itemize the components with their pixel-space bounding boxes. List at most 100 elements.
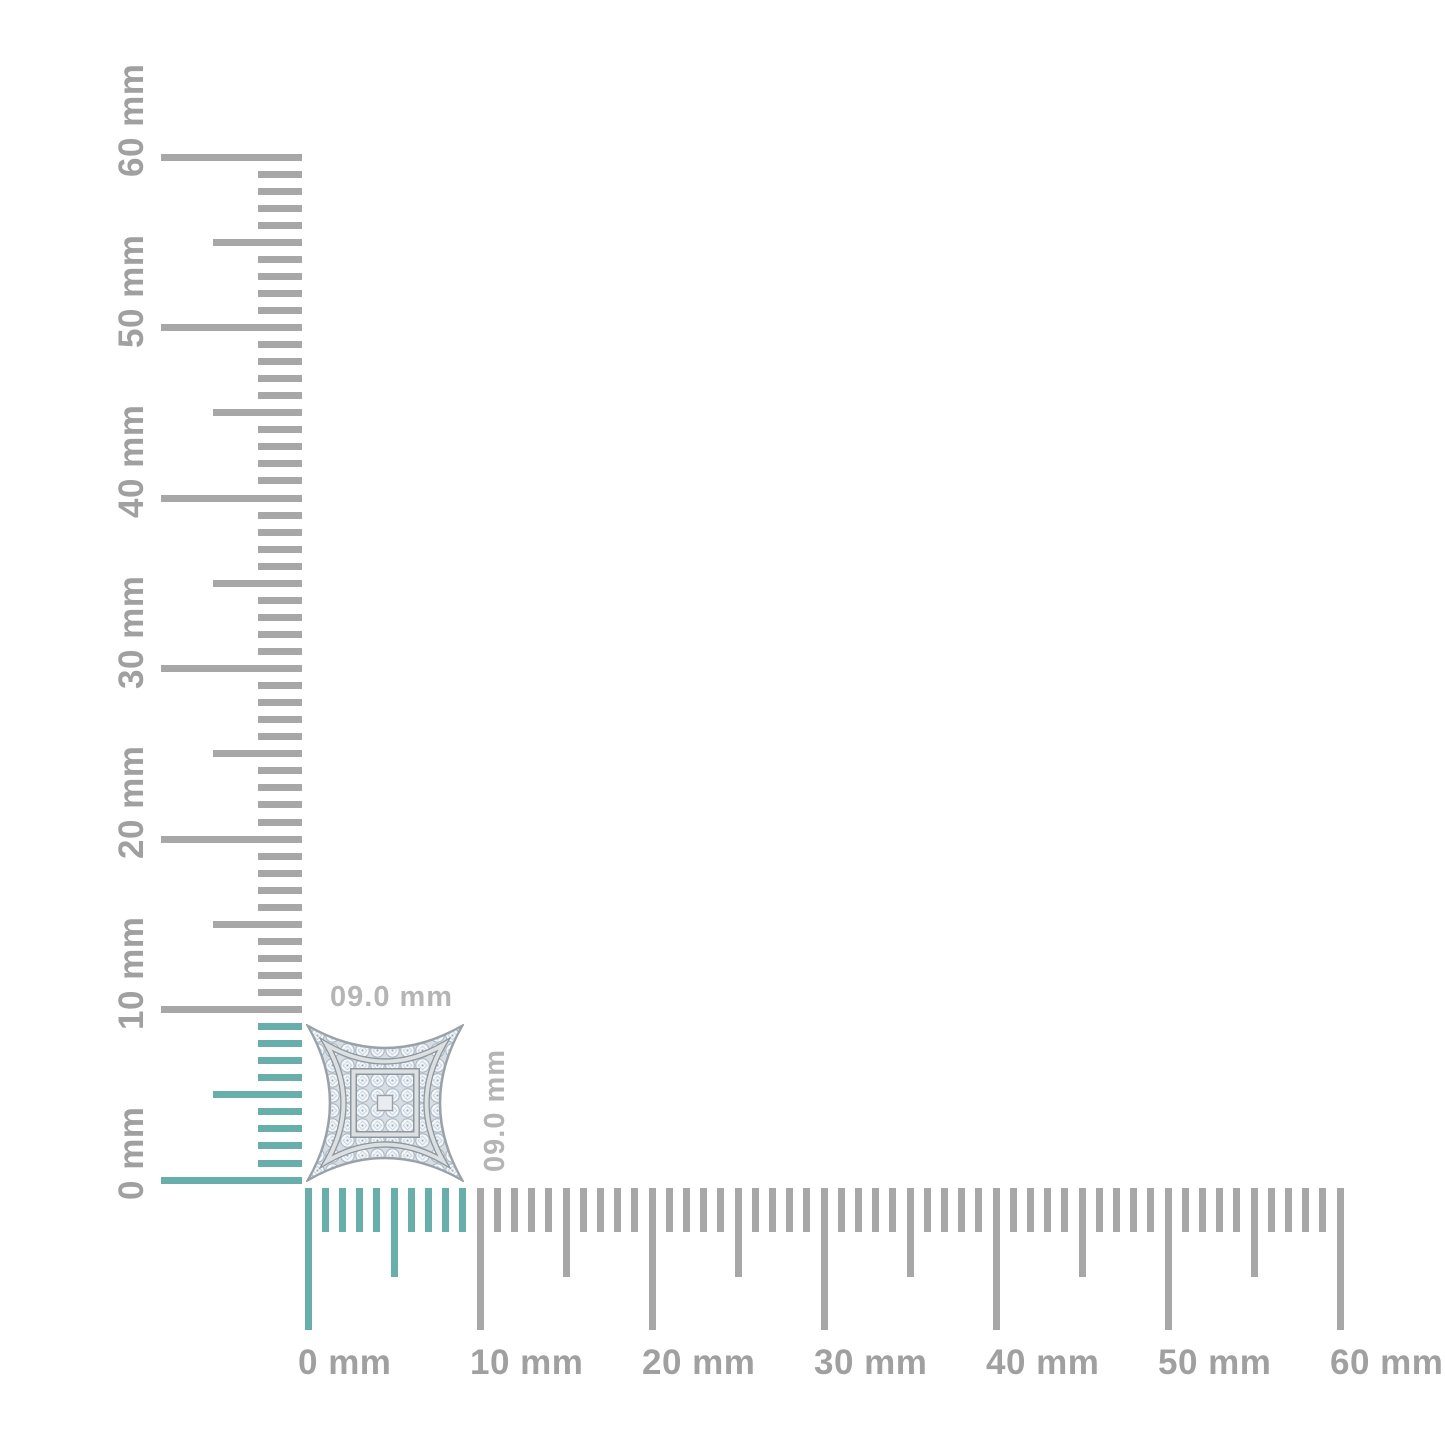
- v-ruler-tick: [258, 647, 302, 655]
- h-ruler-tick: [338, 1188, 346, 1232]
- h-ruler-tick: [803, 1188, 811, 1232]
- h-ruler-tick: [768, 1188, 776, 1232]
- v-ruler-tick: [258, 903, 302, 911]
- h-ruler-tick: [1147, 1188, 1155, 1232]
- h-ruler-tick: [579, 1188, 587, 1232]
- h-ruler-tick: [820, 1188, 828, 1330]
- v-ruler-tick: [258, 272, 302, 280]
- h-ruler-tick: [1130, 1188, 1138, 1232]
- h-ruler-tick: [854, 1188, 862, 1232]
- h-ruler-tick: [682, 1188, 690, 1232]
- v-ruler-tick: [258, 358, 302, 366]
- v-ruler-tick: [258, 1023, 302, 1030]
- v-ruler-tick: [258, 204, 302, 212]
- h-ruler-tick: [992, 1188, 1000, 1330]
- h-ruler-tick: [1233, 1188, 1241, 1232]
- h-ruler-tick: [356, 1188, 364, 1232]
- v-ruler-tick: [258, 562, 302, 570]
- v-ruler-label: 30 mm: [112, 575, 151, 689]
- v-ruler-tick: [258, 375, 302, 383]
- v-ruler-tick: [161, 324, 302, 331]
- h-ruler-tick: [424, 1188, 432, 1232]
- v-ruler-label: 60 mm: [112, 63, 151, 177]
- v-ruler-tick: [258, 1142, 302, 1150]
- stud-body: [306, 1024, 464, 1182]
- v-ruler-tick: [258, 1057, 302, 1065]
- item-height-label: 09.0 mm: [479, 1048, 511, 1172]
- h-ruler-tick: [1181, 1188, 1189, 1232]
- h-ruler-tick: [1198, 1188, 1206, 1232]
- v-ruler-tick: [213, 920, 302, 928]
- v-ruler-tick: [161, 835, 302, 843]
- h-ruler-tick: [872, 1188, 880, 1232]
- v-ruler-tick: [258, 289, 302, 297]
- h-ruler-tick: [304, 1188, 312, 1330]
- v-ruler-tick: [258, 477, 302, 485]
- v-ruler-tick: [258, 221, 302, 229]
- h-ruler-tick: [476, 1188, 484, 1330]
- h-ruler-tick: [1061, 1188, 1069, 1232]
- h-ruler-tick: [321, 1188, 329, 1232]
- h-ruler-label: 20 mm: [642, 1343, 756, 1382]
- product-image-square-pave-stud-earring: [306, 1024, 464, 1182]
- v-ruler-tick: [258, 187, 302, 195]
- stud-channel: [321, 1039, 449, 1167]
- h-ruler-tick: [975, 1188, 983, 1232]
- v-ruler-tick: [258, 818, 302, 826]
- h-ruler-tick: [751, 1188, 759, 1232]
- v-ruler-tick: [258, 341, 302, 348]
- v-ruler-label: 40 mm: [112, 404, 151, 518]
- h-ruler-tick: [1009, 1188, 1017, 1232]
- h-ruler-tick: [786, 1188, 794, 1232]
- h-ruler-label: 10 mm: [470, 1343, 584, 1382]
- h-ruler-tick: [958, 1188, 966, 1232]
- h-ruler-tick: [1026, 1188, 1034, 1232]
- v-ruler-tick: [258, 784, 302, 792]
- v-ruler-tick: [258, 733, 302, 741]
- v-ruler-label: 50 mm: [112, 234, 151, 348]
- h-ruler-tick: [1078, 1188, 1086, 1277]
- v-ruler-tick: [258, 852, 302, 860]
- v-ruler-tick: [258, 716, 302, 724]
- v-ruler-tick: [258, 630, 302, 638]
- h-ruler-tick: [923, 1188, 931, 1232]
- h-ruler-tick: [1164, 1188, 1172, 1330]
- h-ruler-tick: [528, 1188, 536, 1232]
- h-ruler-label: 50 mm: [1158, 1343, 1272, 1382]
- v-ruler-tick: [258, 426, 302, 434]
- v-ruler-tick: [258, 613, 302, 621]
- h-ruler-tick: [614, 1188, 622, 1232]
- v-ruler-tick: [161, 153, 302, 161]
- v-ruler-tick: [258, 682, 302, 689]
- h-ruler-tick: [596, 1188, 604, 1232]
- h-ruler-tick: [889, 1188, 897, 1232]
- v-ruler-tick: [258, 443, 302, 451]
- h-ruler-tick: [700, 1188, 708, 1232]
- v-ruler-tick: [258, 954, 302, 962]
- item-width-label: 09.0 mm: [330, 981, 454, 1013]
- h-ruler-tick: [648, 1188, 656, 1330]
- v-ruler-tick: [258, 1040, 302, 1048]
- stud-center-square: [376, 1094, 394, 1112]
- h-ruler-tick: [1284, 1188, 1292, 1232]
- v-ruler-tick: [258, 937, 302, 945]
- v-ruler-tick: [258, 255, 302, 263]
- v-ruler-tick: [213, 238, 302, 246]
- v-ruler-tick: [213, 750, 302, 758]
- h-ruler-tick: [906, 1188, 914, 1277]
- v-ruler-label: 10 mm: [112, 916, 151, 1030]
- v-ruler-tick: [258, 511, 302, 519]
- v-ruler-tick: [258, 699, 302, 707]
- v-ruler-label: 0 mm: [112, 1106, 151, 1200]
- h-ruler-tick: [1095, 1188, 1103, 1232]
- h-ruler-tick: [442, 1188, 450, 1232]
- h-ruler-tick: [1216, 1188, 1224, 1232]
- stud-inner-border: [351, 1069, 419, 1137]
- v-ruler-tick: [258, 886, 302, 894]
- h-ruler-tick: [493, 1188, 501, 1232]
- v-ruler-tick: [213, 1091, 302, 1099]
- stud-rim: [306, 1024, 464, 1182]
- h-ruler-label: 60 mm: [1330, 1343, 1444, 1382]
- h-ruler-tick: [562, 1188, 570, 1277]
